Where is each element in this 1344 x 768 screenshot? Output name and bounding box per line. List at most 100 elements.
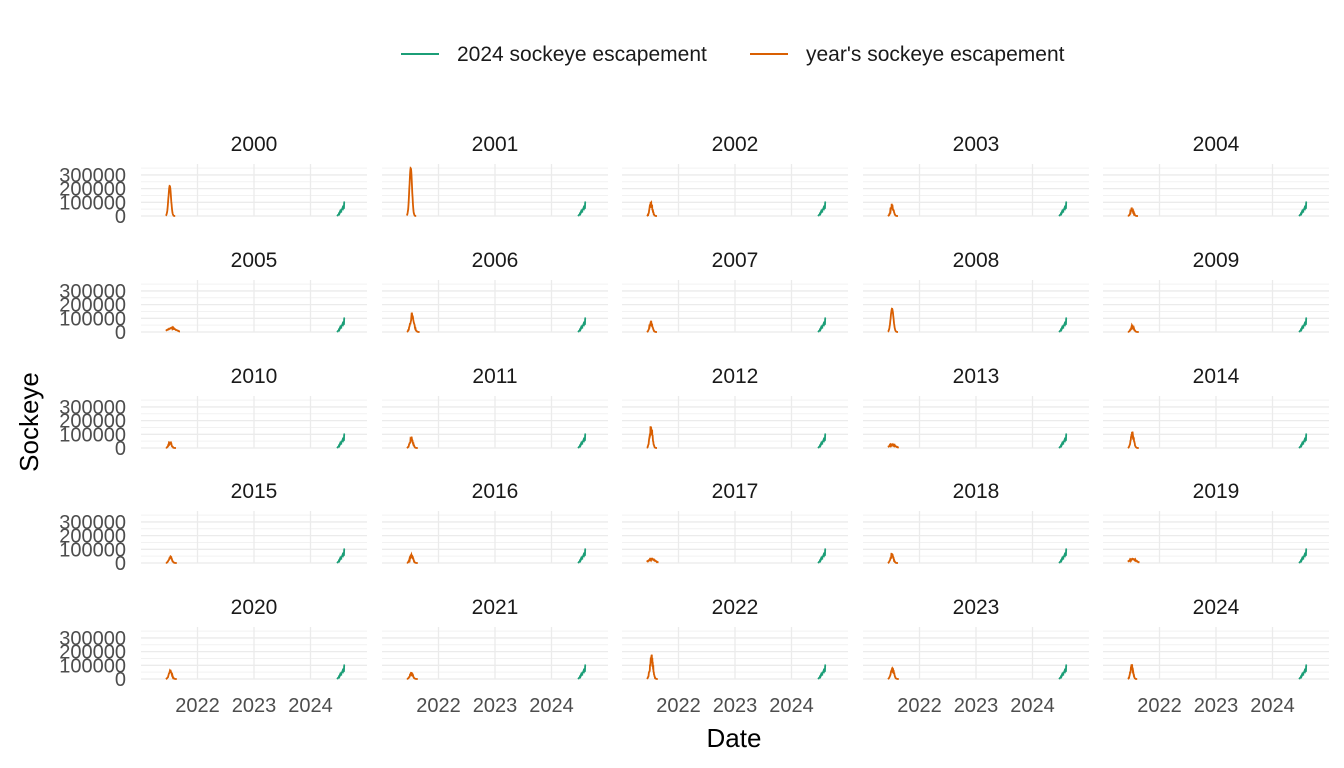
x-tick-label: 2024 [1250,695,1295,717]
facet-panel: 2017 [622,480,848,564]
series-line-current [1058,664,1068,680]
series-line-current [1058,433,1068,449]
facet-panel: 2004 [1103,133,1329,217]
facet-title: 2013 [953,365,1000,388]
series-line-current [817,201,827,217]
facet-panel: 2003 [863,133,1089,217]
x-tick-label: 2022 [656,695,701,717]
series-line-current [1298,664,1308,680]
series-line-year [887,203,898,217]
y-tick-label: 0 [115,553,126,575]
y-tick-label: 0 [115,322,126,344]
x-tick-label: 2024 [288,695,333,717]
series-line-current [336,201,346,217]
facet-panel: 2019 [1103,480,1329,564]
series-line-current [336,664,346,680]
series-line-current [1058,317,1068,333]
facet-title: 2009 [1193,249,1240,272]
series-line-current [1298,433,1308,449]
facet-panel: 2016 [382,480,608,564]
series-line-current [1298,548,1308,564]
series-line-current [1058,201,1068,217]
facet-panel: 2002 [622,133,848,217]
facet-panel: 2008 [863,249,1089,333]
series-line-current [817,433,827,449]
series-line-year [405,166,417,217]
facet-title: 2020 [231,596,278,619]
series-line-year [406,671,418,680]
y-tick-label: 200000 [59,526,126,548]
facet-title: 2023 [953,596,1000,619]
series-line-year [406,551,418,564]
facet-title: 2004 [1193,133,1240,156]
x-tick-label: 2023 [954,695,999,717]
x-tick-label: 2022 [175,695,220,717]
facet-title: 2012 [712,365,759,388]
series-line-year [1127,557,1140,564]
legend-label-current: 2024 sockeye escapement [457,43,707,66]
series-line-current [577,548,587,564]
x-tick-label: 2022 [416,695,461,717]
y-tick-label: 200000 [59,295,126,317]
series-line-year [165,325,180,333]
y-tick-label: 300000 [59,512,126,534]
facet-title: 2010 [231,365,278,388]
y-tick-label: 200000 [59,179,126,201]
series-line-year [646,654,658,680]
series-line-year [887,307,898,333]
series-line-current [1058,548,1068,564]
x-tick-label: 2023 [232,695,277,717]
series-line-current [577,664,587,680]
facet-panel: 2018 [863,480,1089,564]
series-line-current [336,317,346,333]
facet-panel: 2021 2022 2023 2024 [382,596,608,717]
y-tick-label: 100000 [59,424,126,446]
y-axis-title: Sockeye [14,372,44,472]
y-tick-label: 300000 [59,165,126,187]
facet-title: 2024 [1193,596,1240,619]
series-line-year [1127,322,1139,333]
y-tick-label: 0 [115,206,126,228]
x-tick-label: 2022 [897,695,942,717]
series-line-current [336,548,346,564]
series-line-current [817,317,827,333]
facet-title: 2003 [953,133,1000,156]
facet-panel: 2012 [622,365,848,449]
legend-label-year: year's sockeye escapement [806,43,1065,66]
series-line-current [577,317,587,333]
x-tick-label: 2024 [769,695,814,717]
y-tick-label: 300000 [59,628,126,650]
facet-title: 2015 [231,480,278,503]
y-tick-label: 100000 [59,192,126,214]
facet-panel: 2013 [863,365,1089,449]
facet-panel: 2022 2022 2023 2024 [622,596,848,717]
facet-panel: 2024 2022 2023 2024 [1103,596,1329,717]
series-line-year [165,668,177,680]
facet-title: 2017 [712,480,759,503]
facet-title: 2001 [472,133,519,156]
y-tick-label: 300000 [59,281,126,303]
facet-title: 2007 [712,249,759,272]
y-tick-label: 100000 [59,655,126,677]
y-tick-label: 0 [115,669,126,691]
series-line-year [887,666,899,680]
series-line-year [406,436,418,449]
facet-title: 2021 [472,596,519,619]
series-line-year [165,554,177,564]
y-tick-label: 100000 [59,308,126,330]
series-line-year [1127,431,1139,449]
y-tick-label: 200000 [59,411,126,433]
series-line-year [887,442,900,449]
series-line-year [165,440,176,449]
facet-title: 2018 [953,480,1000,503]
series-line-year [1127,207,1138,217]
series-line-year [165,184,176,217]
facet-panel: 2007 [622,249,848,333]
facet-panel: 2009 [1103,249,1329,333]
facet-panel: 2001 [382,133,608,217]
